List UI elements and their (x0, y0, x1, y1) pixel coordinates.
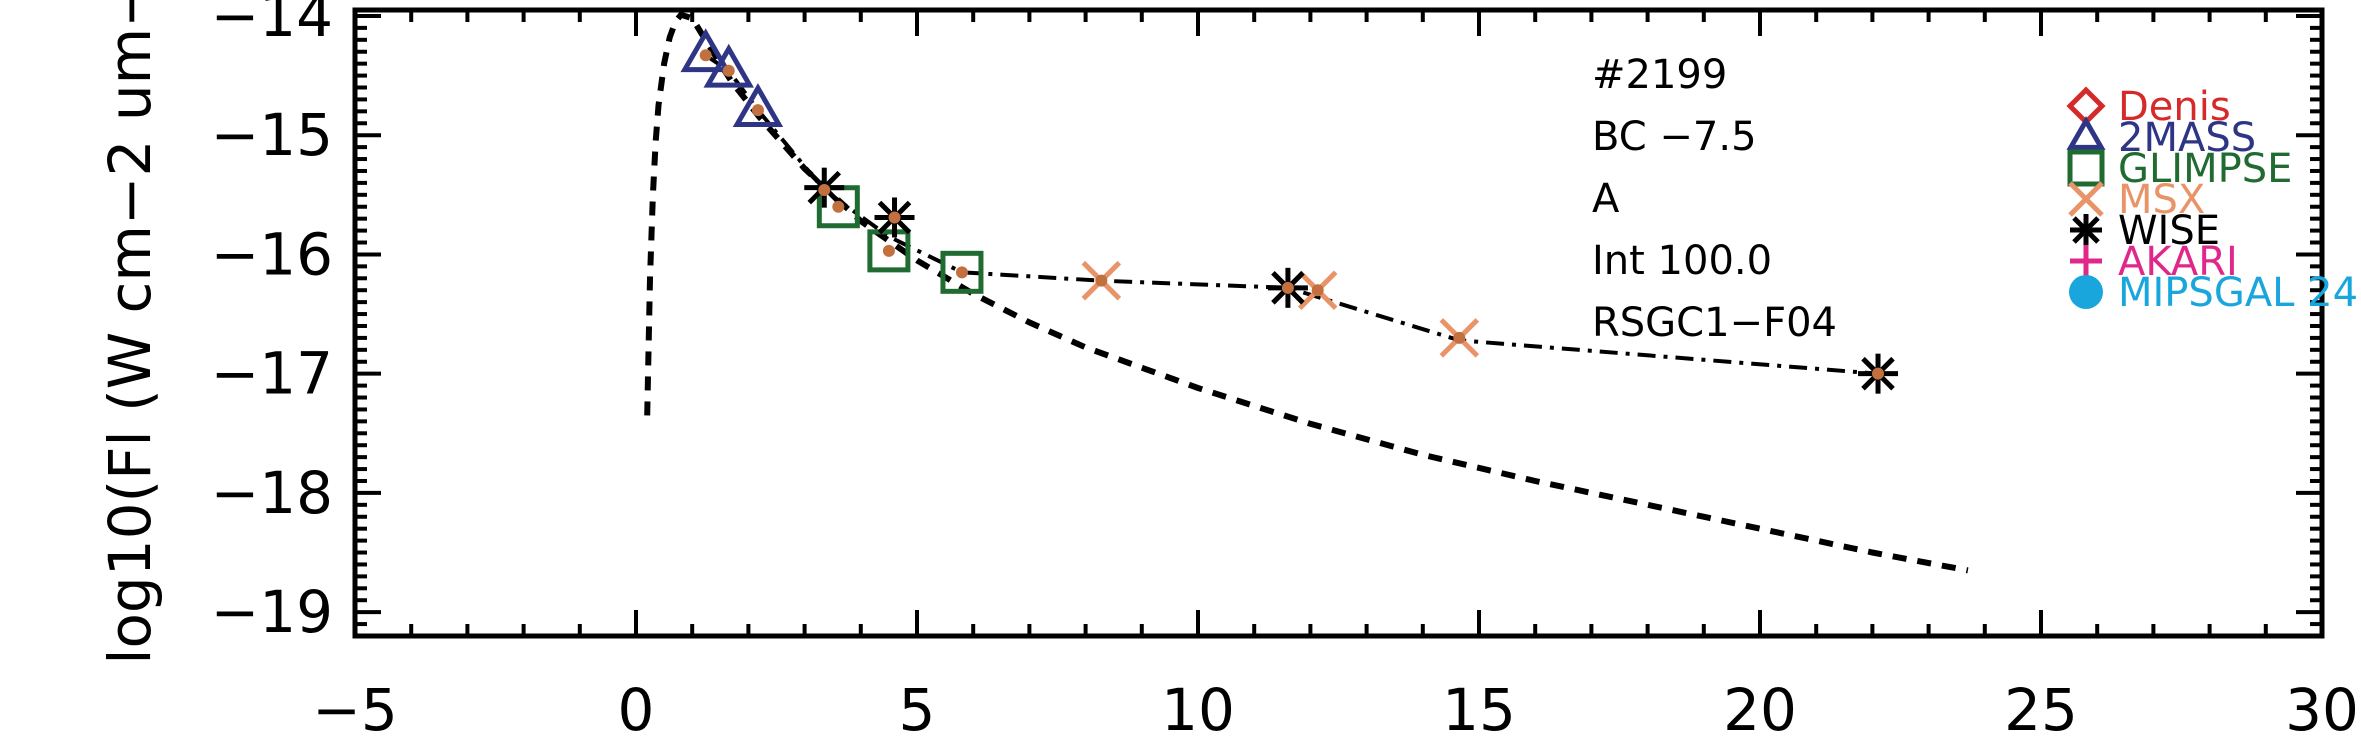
legend-glimpse-icon (2067, 149, 2105, 187)
x-tick-label: 10 (1161, 676, 1235, 744)
curves (644, 11, 1969, 574)
legend-label: AKARI (2118, 239, 2238, 285)
y-tick-label: −17 (211, 340, 333, 408)
y-tick-label: −16 (211, 220, 333, 288)
glimpse-point (867, 229, 911, 273)
annotation-line: A (1592, 176, 1620, 222)
legend-label: Denis (2118, 84, 2231, 130)
model-dashdot-curve (704, 53, 1879, 376)
x-tick-label: 25 (2004, 676, 2078, 744)
legend-label: MSX (2118, 177, 2205, 223)
x-tick-label: 30 (2285, 676, 2359, 744)
x-tick-label: 0 (618, 676, 655, 744)
y-axis-label: log10(Fl (W cm−2 um− (96, 0, 164, 665)
y-tick-label: −18 (211, 459, 333, 527)
legend-akari-icon (2070, 245, 2102, 277)
model-point (1311, 284, 1324, 297)
2mass-point (680, 28, 731, 73)
legend-mipsgal-24-icon (2069, 275, 2103, 309)
model-point (751, 104, 764, 117)
2mass-point (732, 83, 784, 127)
y-tick-label: −19 (211, 578, 333, 646)
legend-2mass-icon (2066, 115, 2106, 150)
model-point (1095, 274, 1108, 287)
2mass-point (703, 43, 754, 88)
annotation-line: BC −7.5 (1592, 114, 1757, 160)
model-point (818, 184, 831, 197)
model-point (882, 244, 895, 257)
model-point (832, 200, 845, 213)
plot-frame (352, 7, 2325, 639)
legend-msx-icon-stroke (2068, 181, 2104, 217)
legend-label: WISE (2118, 208, 2220, 254)
legend-wise-icon-stroke (2072, 216, 2100, 244)
model-point (1281, 281, 1294, 294)
data-points (680, 28, 1899, 394)
glimpse-point (940, 250, 984, 294)
model-point (722, 64, 735, 77)
model-point (1453, 331, 1466, 344)
x-tick-label: 15 (1442, 676, 1516, 744)
x-tick-label: 20 (1723, 676, 1797, 744)
annotation-line: RSGC1−F04 (1592, 300, 1837, 346)
model-point (1872, 367, 1885, 380)
legend-label: 2MASS (2118, 115, 2256, 161)
annotation-line: #2199 (1592, 52, 1727, 98)
y-tick-label: −15 (211, 101, 333, 169)
legend-msx-icon (2068, 181, 2104, 217)
model-point (955, 266, 968, 279)
legend-label: MIPSGAL 24 (2118, 270, 2358, 316)
legend-label: GLIMPSE (2118, 146, 2292, 192)
legend-wise-icon (2070, 214, 2102, 246)
x-tick-label: −5 (312, 676, 398, 744)
annotations: #2199 BC −7.5 A Int 100.0 RSGC1−F04 (1592, 52, 1837, 346)
x-tick-label: 5 (899, 676, 936, 744)
annotation-line: Int 100.0 (1592, 238, 1772, 284)
model-point (699, 49, 712, 62)
y-tick-label: −14 (211, 0, 333, 50)
blackbody-dashed-curve (644, 11, 1969, 574)
model-point (888, 211, 901, 224)
axes: −5 0 5 10 15 20 25 30 −19 −18 −17 −16 −15 −14 log10(Fl… (96, 0, 2359, 744)
